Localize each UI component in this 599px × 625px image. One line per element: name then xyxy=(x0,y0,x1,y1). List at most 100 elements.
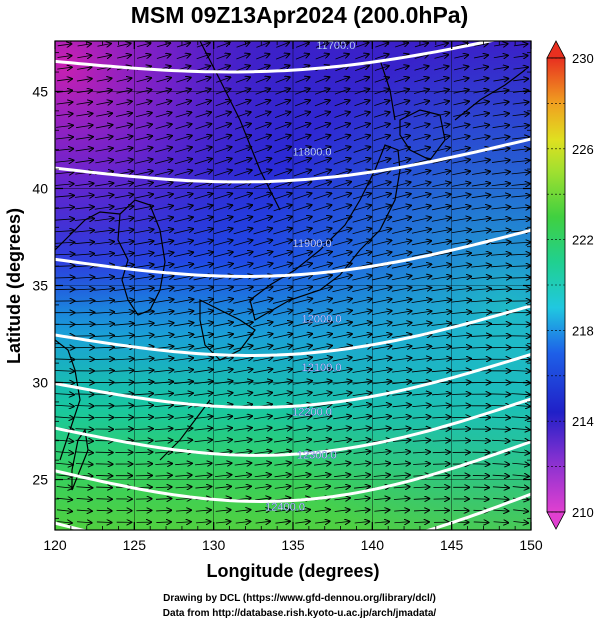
wind-vector xyxy=(451,370,471,371)
wind-vector xyxy=(312,240,332,246)
wind-vector xyxy=(234,135,251,142)
wind-vector xyxy=(55,277,75,278)
wind-vector xyxy=(114,241,133,244)
wind-vector xyxy=(253,393,273,396)
wind-vector xyxy=(431,253,452,256)
wind-vector xyxy=(294,475,310,477)
wind-vector xyxy=(471,324,491,325)
wind-vector xyxy=(174,170,193,176)
wind-vector xyxy=(272,263,292,270)
wind-vector xyxy=(173,370,193,373)
wind-vector xyxy=(394,89,409,95)
wind-vector xyxy=(255,521,270,523)
wind-vector xyxy=(372,194,391,200)
wind-vector xyxy=(133,311,154,313)
wind-vector xyxy=(490,254,511,256)
y-axis-label: Latitude (degrees) xyxy=(4,208,24,364)
wind-vector xyxy=(194,428,212,430)
wind-vector xyxy=(471,195,491,198)
wind-vector xyxy=(273,428,292,431)
wind-vector xyxy=(94,277,114,279)
wind-vector xyxy=(493,510,508,511)
wind-vector xyxy=(274,147,290,154)
wind-vector xyxy=(75,160,93,162)
wind-vector xyxy=(334,112,350,118)
wind-vector xyxy=(94,207,114,210)
wind-vector xyxy=(273,369,292,374)
wind-vector xyxy=(352,275,371,281)
wind-vector xyxy=(134,183,153,187)
wind-vector xyxy=(512,114,529,116)
wind-vector xyxy=(57,44,72,46)
wind-vector xyxy=(295,42,309,48)
wind-vector xyxy=(114,183,133,186)
wind-vector xyxy=(391,358,411,361)
wind-vector xyxy=(433,124,449,129)
wind-vector xyxy=(75,406,94,407)
wind-vector xyxy=(493,498,508,499)
wind-vector xyxy=(451,276,471,278)
wind-vector xyxy=(314,475,330,477)
wind-vector xyxy=(154,428,173,429)
wind-vector xyxy=(493,79,508,82)
wind-vector xyxy=(431,276,451,279)
wind-vector xyxy=(391,311,412,315)
wind-vector xyxy=(393,147,410,153)
x-tick-label: 130 xyxy=(202,537,226,553)
wind-vector xyxy=(195,112,212,118)
wind-vector xyxy=(411,264,432,269)
wind-vector xyxy=(432,159,450,164)
wind-vector xyxy=(335,42,349,48)
wind-vector xyxy=(372,205,391,211)
wind-vector xyxy=(233,393,253,396)
wind-vector xyxy=(374,101,389,106)
wind-vector xyxy=(293,393,312,396)
wind-vector xyxy=(490,301,511,302)
wind-vector xyxy=(451,206,471,209)
wind-vector xyxy=(195,475,211,477)
wind-vector xyxy=(193,287,214,292)
wind-vector xyxy=(392,170,411,176)
wind-vector xyxy=(433,78,449,83)
wind-vector xyxy=(431,206,451,211)
wind-vector xyxy=(272,299,292,304)
wind-vector xyxy=(274,112,290,118)
wind-vector xyxy=(74,242,95,244)
wind-vector xyxy=(253,334,272,339)
wind-vector xyxy=(313,428,332,431)
wind-vector xyxy=(451,335,471,337)
wind-vector xyxy=(451,195,470,198)
wind-vector xyxy=(94,359,113,360)
wind-vector xyxy=(434,66,448,70)
wind-vector xyxy=(491,183,510,185)
wind-vector xyxy=(234,428,252,431)
wind-vector xyxy=(173,241,193,246)
wind-vector xyxy=(193,346,213,349)
wind-vector xyxy=(492,464,509,465)
wind-vector xyxy=(292,322,312,327)
wind-vector xyxy=(354,486,370,488)
wind-vector xyxy=(193,240,213,246)
wind-vector xyxy=(77,522,92,523)
wind-vector xyxy=(333,440,351,442)
wind-vector xyxy=(196,43,210,48)
wind-vector xyxy=(391,287,412,292)
wind-vector xyxy=(272,334,292,339)
wind-vector xyxy=(292,334,312,339)
wind-vector xyxy=(156,78,170,83)
wind-vector xyxy=(216,66,230,72)
wind-vector xyxy=(115,125,132,129)
wind-vector xyxy=(55,359,74,360)
wind-vector xyxy=(135,148,152,153)
wind-vector xyxy=(372,334,391,339)
wind-vector xyxy=(135,113,152,118)
wind-vector xyxy=(312,369,332,374)
wind-vector xyxy=(153,253,173,257)
wind-vector xyxy=(335,54,349,60)
wind-vector xyxy=(511,440,529,441)
wind-vector xyxy=(56,125,73,127)
wind-vector xyxy=(174,206,192,211)
wind-vector xyxy=(96,522,112,523)
wind-vector xyxy=(174,440,192,442)
wind-vector xyxy=(194,159,212,165)
